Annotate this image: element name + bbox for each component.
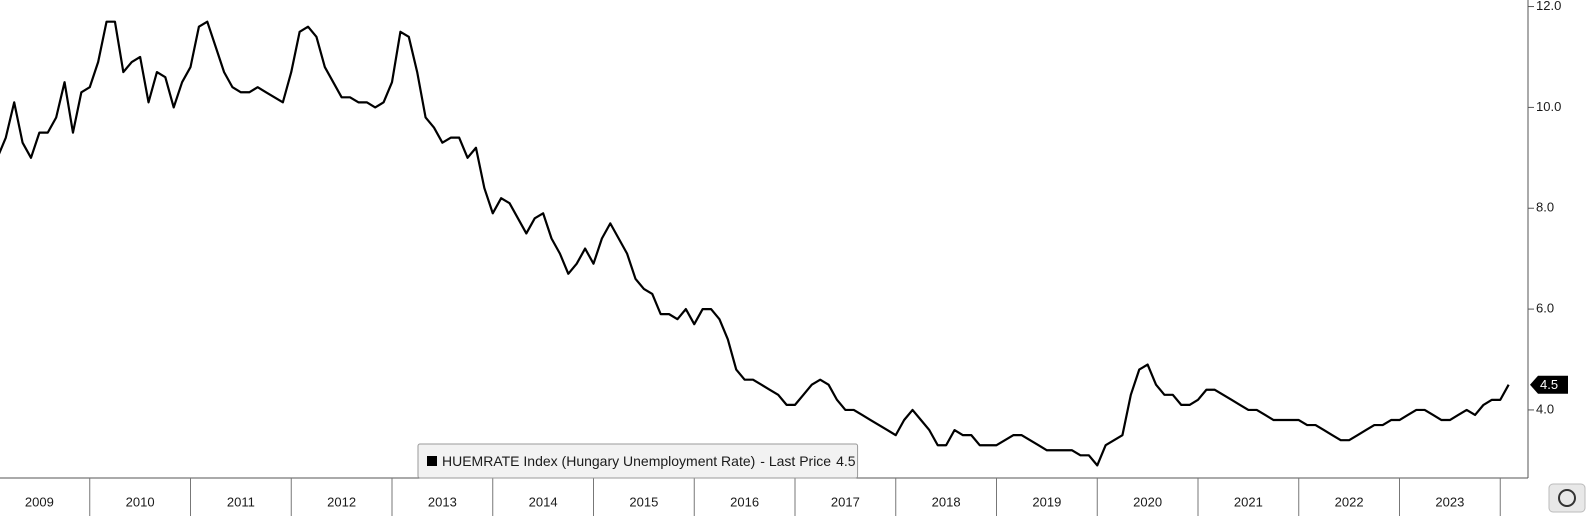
x-tick-label: 2010 [126, 494, 155, 509]
legend: HUEMRATE Index (Hungary Unemployment Rat… [417, 443, 859, 479]
x-tick-label: 2009 [25, 494, 54, 509]
legend-last-price-label: - Last Price [760, 453, 831, 469]
y-tick-label: 12.0 [1536, 0, 1561, 13]
series-line [0, 20, 1510, 467]
legend-text: HUEMRATE Index (Hungary Unemployment Rat… [442, 453, 856, 469]
x-tick-label: 2023 [1435, 494, 1464, 509]
legend-swatch [427, 456, 437, 466]
x-tick-label: 2011 [227, 494, 255, 509]
plot-area [0, 20, 1510, 467]
x-tick-label: 2016 [730, 494, 759, 509]
x-tick-label: 2014 [529, 494, 558, 509]
x-tick-label: 2013 [428, 494, 457, 509]
last-price-tag [1530, 375, 1568, 394]
legend-series-name: HUEMRATE Index (Hungary Unemployment Rat… [442, 453, 755, 469]
x-tick-label: 2012 [327, 494, 356, 509]
x-tick-label: 2021 [1234, 494, 1263, 509]
last-price-tag-label: 4.5 [1540, 377, 1558, 392]
y-tick-label: 6.0 [1536, 301, 1554, 316]
x-tick-label: 2018 [932, 494, 961, 509]
x-tick-label: 2015 [629, 494, 658, 509]
x-tick-label: 2022 [1335, 494, 1364, 509]
y-tick-label: 8.0 [1536, 200, 1554, 215]
corner-icon [1548, 483, 1586, 513]
y-tick-label: 10.0 [1536, 99, 1561, 114]
y-tick-label: 4.0 [1536, 401, 1554, 416]
x-tick-label: 2019 [1032, 494, 1061, 509]
legend-last-price: 4.5 [836, 453, 856, 469]
legend-box [417, 443, 859, 479]
x-tick-label: 2017 [831, 494, 860, 509]
x-tick-label: 2020 [1133, 494, 1162, 509]
